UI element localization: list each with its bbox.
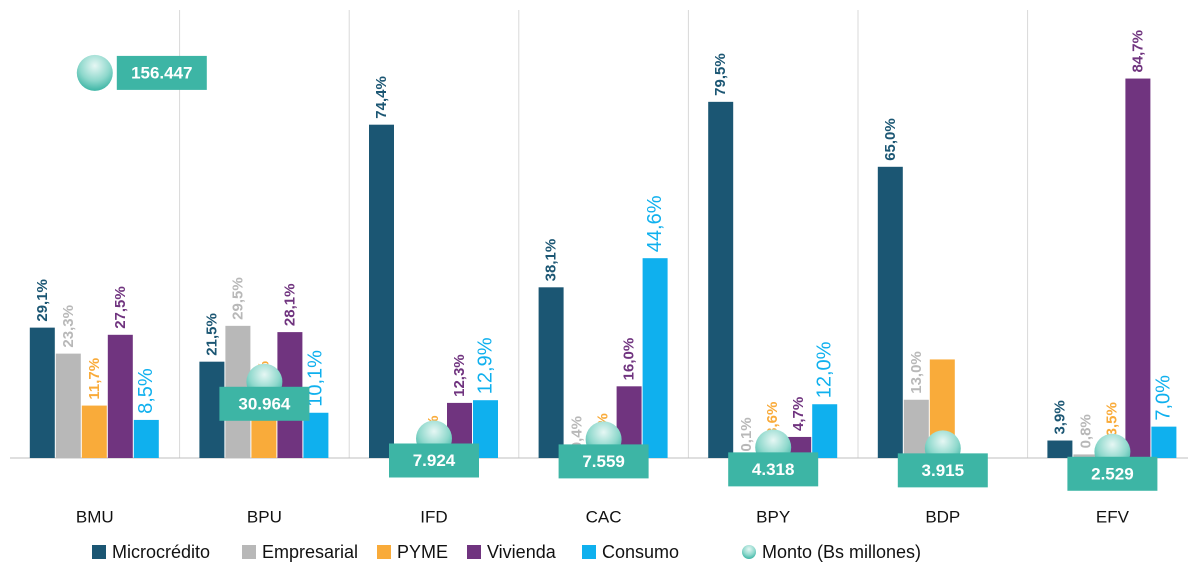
bar	[903, 399, 929, 458]
x-tick-label: BMU	[76, 507, 114, 526]
bar	[133, 419, 159, 458]
bar	[29, 327, 55, 458]
x-tick-label: BPY	[756, 507, 790, 526]
value-label-box	[1067, 456, 1158, 491]
value-label: 4,7%	[790, 397, 807, 431]
bar	[708, 101, 734, 458]
bar	[1125, 78, 1151, 458]
bubble-marker	[76, 54, 113, 91]
value-label: 12,9%	[474, 337, 496, 394]
value-label: 16,0%	[621, 338, 638, 381]
value-label: 156.447	[131, 63, 192, 82]
value-label-box	[219, 386, 310, 421]
value-label: 10,1%	[305, 350, 327, 407]
x-tick-label: IFD	[420, 507, 447, 526]
x-tick-label: BDP	[925, 507, 960, 526]
legend-label: Monto (Bs millones)	[762, 542, 921, 562]
value-label: 27,5%	[112, 286, 129, 329]
value-label-box	[389, 443, 479, 478]
value-label: 65,0%	[882, 118, 899, 161]
value-label: 21,5%	[203, 313, 220, 356]
legend-marker	[582, 545, 596, 559]
value-label-box	[116, 55, 207, 90]
value-label: 30.964	[238, 394, 291, 413]
value-label: 0,4%	[569, 416, 586, 450]
legend-label: Consumo	[602, 542, 679, 562]
value-label-box	[558, 444, 649, 479]
bar	[877, 166, 903, 459]
value-label: 79,5%	[712, 53, 729, 96]
value-label: 0,1%	[738, 417, 755, 451]
value-label: 8,5%	[135, 368, 157, 414]
x-tick-label: BPU	[247, 507, 282, 526]
legend-marker	[467, 545, 481, 559]
legend-label: Empresarial	[262, 542, 358, 562]
legend-marker	[242, 545, 256, 559]
value-label: 3,5%	[1103, 402, 1120, 436]
bar	[369, 124, 394, 459]
value-label-box	[728, 452, 819, 487]
bar	[55, 353, 81, 458]
bar	[642, 258, 668, 458]
value-label: 3,6%	[764, 402, 781, 436]
value-label: 12,3%	[451, 354, 468, 397]
legend-marker	[377, 545, 391, 559]
value-label: 12,0%	[813, 341, 835, 398]
value-label: 74,4%	[373, 76, 390, 119]
value-label: 3,9%	[1051, 400, 1068, 434]
legend-label: PYME	[397, 542, 448, 562]
value-label: 4.318	[752, 460, 795, 479]
bar	[81, 405, 107, 458]
x-tick-label: CAC	[586, 507, 622, 526]
value-label: 3.915	[922, 461, 965, 480]
value-label: 29,1%	[34, 279, 51, 322]
x-tick-label: EFV	[1096, 507, 1130, 526]
legend-label: Vivienda	[487, 542, 557, 562]
bar	[107, 334, 133, 458]
value-label: 29,5%	[229, 277, 246, 320]
bar	[538, 287, 564, 458]
value-label: 2.529	[1091, 464, 1134, 483]
value-label: 84,7%	[1129, 30, 1146, 73]
value-label: 28,1%	[281, 284, 298, 327]
value-label: 11,7%	[86, 358, 103, 400]
bar	[1047, 440, 1073, 458]
legend-marker	[742, 545, 756, 559]
value-label: 23,3%	[60, 305, 77, 348]
value-label: 7.559	[582, 452, 625, 471]
bar	[812, 404, 838, 458]
value-label: 44,6%	[644, 195, 666, 252]
value-label: 7,0%	[1153, 375, 1175, 421]
bar	[1073, 454, 1099, 458]
value-label: 0,8%	[1077, 414, 1094, 448]
value-label: 38,1%	[543, 239, 560, 282]
value-label-box	[897, 453, 988, 488]
value-label: 13,0%	[908, 351, 925, 394]
legend-marker	[92, 545, 106, 559]
value-label: 7.924	[413, 451, 456, 470]
bar	[1151, 426, 1177, 458]
legend-label: Microcrédito	[112, 542, 210, 562]
